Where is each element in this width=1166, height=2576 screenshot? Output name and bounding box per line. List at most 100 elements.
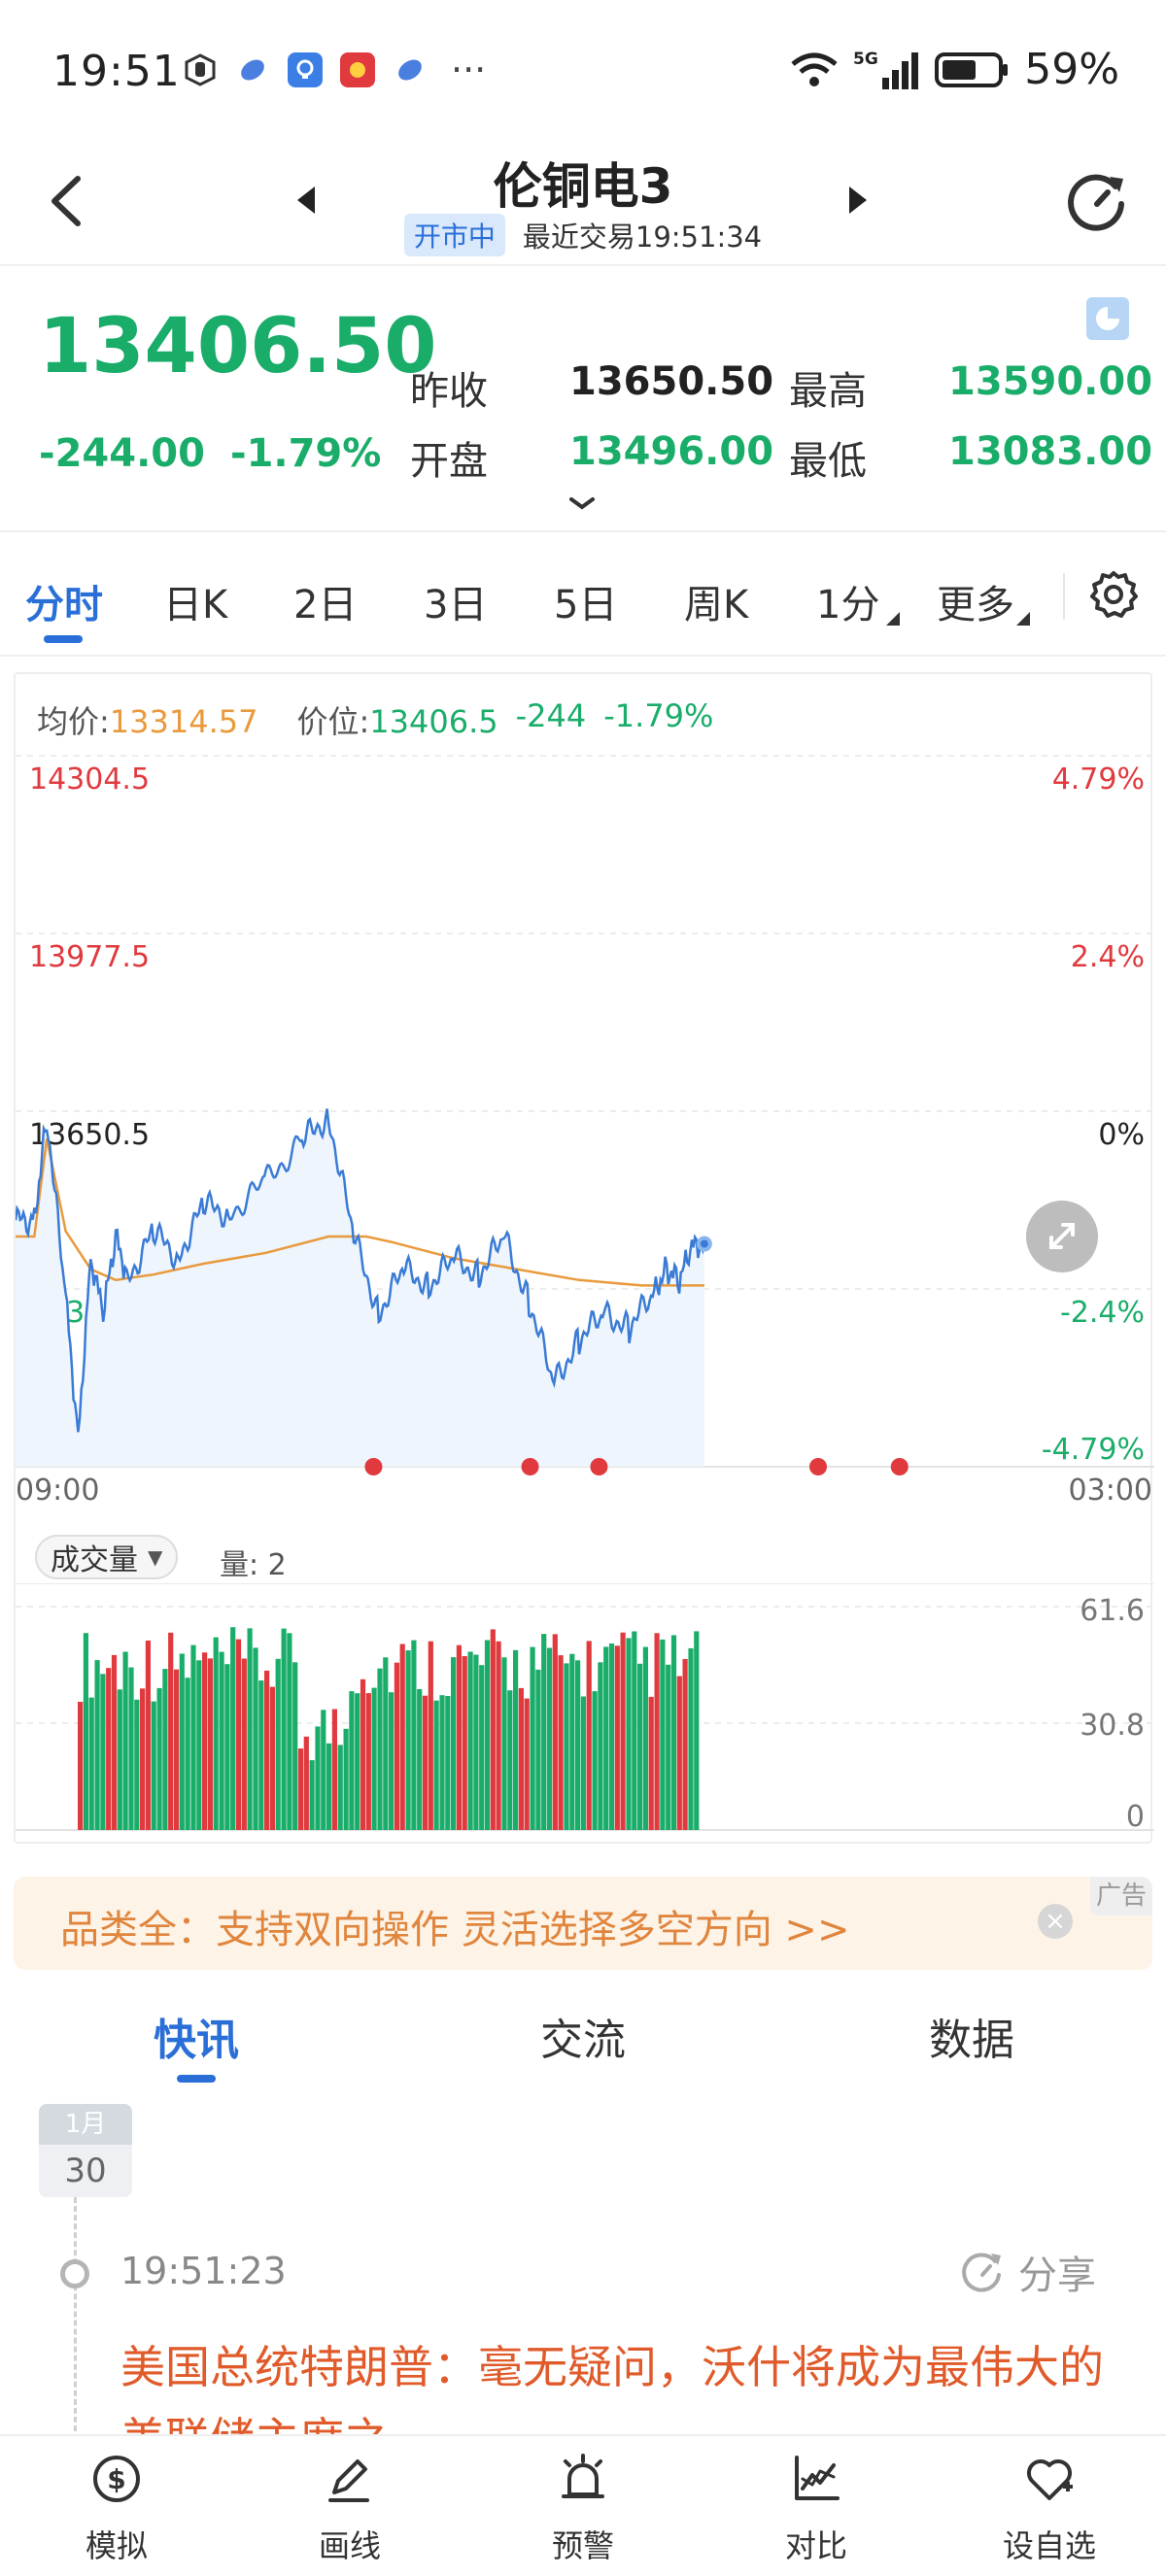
volume-bar bbox=[360, 1678, 366, 1830]
volume-bar bbox=[371, 1687, 377, 1830]
page-title: 伦铜电3 bbox=[493, 158, 673, 215]
active-tab-indicator bbox=[44, 635, 83, 643]
dropdown-triangle-icon bbox=[886, 612, 900, 626]
volume-bar bbox=[168, 1632, 174, 1830]
nav-draw[interactable]: 画线 bbox=[282, 2450, 418, 2566]
volume-chart[interactable]: 61.6 30.8 0 bbox=[16, 1583, 1154, 1846]
legend-change: -244 bbox=[515, 697, 587, 734]
back-arrow-icon bbox=[51, 176, 81, 226]
expand-quote-button[interactable] bbox=[567, 493, 597, 513]
pie-chart-button[interactable] bbox=[1086, 297, 1129, 340]
tab-more[interactable]: 更多 bbox=[937, 583, 1014, 627]
dollar-icon: $ bbox=[93, 2456, 140, 2502]
volume-bar bbox=[552, 1634, 558, 1830]
volume-bar bbox=[507, 1690, 513, 1830]
event-marker bbox=[364, 1458, 383, 1475]
ad-banner[interactable]: 品类全：支持双向操作 灵活选择多空方向 >> × 广告 bbox=[14, 1877, 1152, 1970]
next-contract-button[interactable] bbox=[843, 181, 873, 220]
volume-bar bbox=[546, 1647, 553, 1830]
news-time: 19:51:23 bbox=[120, 2250, 287, 2292]
volume-bar bbox=[428, 1641, 433, 1830]
tab-3day[interactable]: 3日 bbox=[424, 583, 488, 627]
volume-bar bbox=[626, 1638, 632, 1830]
volume-bar bbox=[337, 1745, 343, 1830]
refresh-button[interactable] bbox=[1061, 165, 1133, 237]
volume-bar bbox=[173, 1669, 180, 1830]
volume-bar bbox=[117, 1689, 122, 1830]
open-label: 开盘 bbox=[410, 439, 488, 484]
volume-bar bbox=[355, 1693, 360, 1830]
volume-bar bbox=[417, 1689, 423, 1830]
status-bar: 19:51 ··· 5G 59% bbox=[0, 0, 1166, 146]
tab-5day[interactable]: 5日 bbox=[554, 583, 618, 627]
volume-bar bbox=[411, 1640, 417, 1830]
volume-bar bbox=[297, 1748, 304, 1830]
volume-bar bbox=[580, 1696, 586, 1830]
volume-bar bbox=[433, 1700, 439, 1830]
volume-bar bbox=[111, 1654, 118, 1830]
intraday-price-chart[interactable]: 14304.513977.513650.513323.512996.54.79%… bbox=[16, 742, 1154, 1539]
y-tick-right: 2.4% bbox=[1071, 940, 1145, 974]
volume-bar bbox=[78, 1702, 84, 1830]
volume-bar bbox=[399, 1644, 405, 1830]
tab-daily-k[interactable]: 日K bbox=[163, 583, 228, 627]
volume-bar bbox=[365, 1693, 371, 1830]
status-badge: 开市中 bbox=[403, 214, 505, 256]
tab-weekly-k[interactable]: 周K bbox=[684, 583, 749, 627]
tab-2day[interactable]: 2日 bbox=[293, 583, 358, 627]
event-marker bbox=[809, 1458, 827, 1475]
status-time: 19:51 bbox=[52, 47, 181, 96]
tab-intraday[interactable]: 分时 bbox=[25, 583, 103, 627]
volume-bar bbox=[145, 1641, 151, 1830]
prev-close-value: 13650.50 bbox=[569, 359, 774, 404]
nav-simulate-label: 模拟 bbox=[85, 2527, 148, 2564]
news-tabs: 快讯 交流 数据 bbox=[0, 1995, 1166, 2092]
volume-bar bbox=[343, 1728, 349, 1830]
fullscreen-button[interactable] bbox=[1026, 1201, 1098, 1272]
refresh-icon bbox=[1068, 174, 1124, 231]
svg-text:$: $ bbox=[107, 2463, 125, 2495]
price-change-pct: -1.79% bbox=[229, 431, 382, 476]
x-tick-end: 03:00 bbox=[1069, 1474, 1152, 1508]
back-button[interactable] bbox=[39, 165, 97, 233]
volume-bar bbox=[241, 1658, 247, 1830]
volume-bar bbox=[654, 1633, 660, 1830]
volume-amount: 量: 2 bbox=[220, 1548, 287, 1582]
tab-flash-news[interactable]: 快讯 bbox=[154, 2016, 239, 2065]
notification-icons: ··· bbox=[183, 51, 486, 88]
avg-price-legend: 均价:13314.57 bbox=[37, 697, 257, 742]
gear-icon bbox=[1090, 571, 1138, 618]
y-tick-right: 4.79% bbox=[1052, 763, 1145, 797]
volume-indicator-select[interactable]: 成交量 ▼ bbox=[35, 1535, 179, 1579]
nav-add-watchlist[interactable]: 设自选 bbox=[981, 2450, 1117, 2566]
tab-discussion[interactable]: 交流 bbox=[540, 2016, 626, 2065]
volume-bar bbox=[258, 1680, 264, 1830]
nav-alert[interactable]: 预警 bbox=[515, 2450, 651, 2566]
share-button[interactable]: 分享 bbox=[958, 2244, 1096, 2300]
nav-compare[interactable]: 对比 bbox=[748, 2450, 884, 2566]
volume-bar bbox=[541, 1634, 547, 1830]
volume-bar bbox=[179, 1653, 185, 1830]
chart-settings-button[interactable] bbox=[1086, 567, 1141, 622]
tab-1min[interactable]: 1分 bbox=[816, 583, 880, 627]
volume-bar bbox=[524, 1698, 530, 1830]
tab-data[interactable]: 数据 bbox=[929, 2016, 1014, 2065]
last-trade-time: 最近交易19:51:34 bbox=[522, 220, 763, 254]
system-icons: 5G 59% bbox=[789, 45, 1119, 94]
volume-bar bbox=[303, 1736, 309, 1830]
share-icon bbox=[962, 2253, 1001, 2292]
volume-bar bbox=[140, 1688, 146, 1830]
volume-bar bbox=[501, 1657, 507, 1830]
y-tick-right: -2.4% bbox=[1060, 1296, 1145, 1330]
nav-simulate[interactable]: $ 模拟 bbox=[49, 2450, 185, 2566]
prev-contract-button[interactable] bbox=[292, 181, 321, 220]
date-badge: 1月 30 bbox=[39, 2104, 132, 2197]
avg-label: 均价: bbox=[37, 703, 110, 740]
volume-bar bbox=[269, 1686, 275, 1830]
close-icon[interactable]: × bbox=[1038, 1904, 1073, 1939]
y-tick-right: -4.79% bbox=[1042, 1433, 1145, 1467]
volume-bar bbox=[666, 1664, 671, 1830]
volume-bar bbox=[479, 1665, 485, 1830]
volume-bar bbox=[490, 1629, 496, 1830]
low-value: 13083.00 bbox=[948, 429, 1153, 474]
